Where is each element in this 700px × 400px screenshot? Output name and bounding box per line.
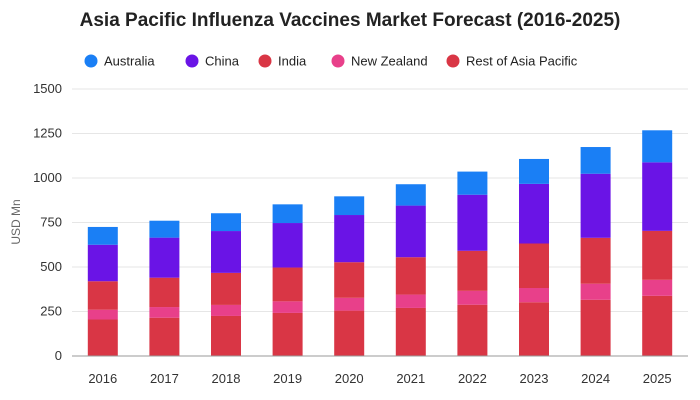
x-tick-label: 2024 xyxy=(581,371,610,386)
y-tick-label: 0 xyxy=(55,348,62,363)
y-tick-label: 1000 xyxy=(33,170,62,185)
bar-china-2023[interactable] xyxy=(519,183,549,244)
bar-australia-2021[interactable] xyxy=(395,184,426,206)
bar-rest-of-asia-pacific-2025[interactable] xyxy=(642,295,673,356)
bar-china-2021[interactable] xyxy=(395,205,426,258)
legend-item-australia[interactable]: Australia xyxy=(84,54,156,69)
x-tick-label: 2018 xyxy=(212,371,241,386)
bar-new-zealand-2021[interactable] xyxy=(395,294,426,308)
bar-rest-of-asia-pacific-2023[interactable] xyxy=(519,302,549,356)
bar-australia-2022[interactable] xyxy=(457,171,488,195)
bar-india-2023[interactable] xyxy=(519,243,549,289)
bar-india-2016[interactable] xyxy=(87,281,118,310)
bar-china-2016[interactable] xyxy=(87,244,118,282)
bar-rest-of-asia-pacific-2019[interactable] xyxy=(272,312,303,356)
bars xyxy=(87,130,673,356)
bar-rest-of-asia-pacific-2020[interactable] xyxy=(334,310,365,356)
x-tick-label: 2025 xyxy=(643,371,672,386)
bar-australia-2024[interactable] xyxy=(580,147,611,174)
bar-india-2017[interactable] xyxy=(149,277,180,308)
y-tick-label: 1250 xyxy=(33,126,62,141)
bar-india-2022[interactable] xyxy=(457,250,488,291)
legend-label: Rest of Asia Pacific xyxy=(466,54,578,69)
legend-swatch xyxy=(185,54,199,68)
bar-rest-of-asia-pacific-2018[interactable] xyxy=(211,315,241,356)
bar-australia-2020[interactable] xyxy=(334,196,365,216)
bar-new-zealand-2017[interactable] xyxy=(149,307,180,318)
bar-india-2021[interactable] xyxy=(395,257,426,295)
legend-label: India xyxy=(278,54,307,69)
bar-new-zealand-2016[interactable] xyxy=(87,309,118,320)
x-axis-ticks: 2016 2017 2018 2019 2020 2021 2022 2023 2024 2025 xyxy=(88,371,671,386)
x-tick-label: 2016 xyxy=(88,371,117,386)
bar-rest-of-asia-pacific-2022[interactable] xyxy=(457,304,488,356)
legend-label: China xyxy=(205,54,240,69)
y-tick-label: 500 xyxy=(40,259,62,274)
bar-new-zealand-2020[interactable] xyxy=(334,297,365,311)
y-axis-label: USD Mn xyxy=(9,199,23,244)
legend-item-china[interactable]: China xyxy=(185,54,240,69)
y-tick-label: 250 xyxy=(40,304,62,319)
legend-label: Australia xyxy=(104,54,155,69)
bar-new-zealand-2025[interactable] xyxy=(642,279,673,296)
bar-new-zealand-2018[interactable] xyxy=(211,304,241,316)
bar-new-zealand-2023[interactable] xyxy=(519,288,549,303)
bar-china-2017[interactable] xyxy=(149,237,180,278)
bar-china-2022[interactable] xyxy=(457,194,488,251)
bar-china-2024[interactable] xyxy=(580,173,611,238)
bar-new-zealand-2022[interactable] xyxy=(457,290,488,305)
legend-item-rest-of-asia-pacific[interactable]: Rest of Asia Pacific xyxy=(446,54,578,69)
legend: Australia China India New Zealand Rest of As… xyxy=(84,54,578,69)
bar-new-zealand-2024[interactable] xyxy=(580,283,611,300)
x-tick-label: 2021 xyxy=(396,371,425,386)
y-axis-ticks: 0 250 500 750 1000 1250 1500 xyxy=(33,81,62,363)
bar-china-2020[interactable] xyxy=(334,215,365,263)
bar-new-zealand-2019[interactable] xyxy=(272,301,303,313)
bar-rest-of-asia-pacific-2024[interactable] xyxy=(580,299,611,356)
legend-swatch xyxy=(258,54,272,68)
bar-australia-2016[interactable] xyxy=(87,226,118,245)
x-tick-label: 2023 xyxy=(520,371,549,386)
legend-item-india[interactable]: India xyxy=(258,54,307,69)
bar-china-2019[interactable] xyxy=(272,223,303,268)
bar-australia-2019[interactable] xyxy=(272,204,303,224)
legend-label: New Zealand xyxy=(351,54,428,69)
legend-swatch xyxy=(331,54,345,68)
bar-india-2020[interactable] xyxy=(334,262,365,298)
bar-australia-2025[interactable] xyxy=(642,130,673,163)
bar-rest-of-asia-pacific-2021[interactable] xyxy=(395,307,426,356)
bar-australia-2017[interactable] xyxy=(149,220,180,238)
bar-australia-2018[interactable] xyxy=(211,213,241,232)
x-tick-label: 2020 xyxy=(335,371,364,386)
chart-title: Asia Pacific Influenza Vaccines Market F… xyxy=(80,10,621,31)
bar-china-2018[interactable] xyxy=(211,231,241,273)
bar-australia-2023[interactable] xyxy=(519,158,549,184)
bar-rest-of-asia-pacific-2017[interactable] xyxy=(149,317,180,356)
bar-india-2025[interactable] xyxy=(642,230,673,280)
bar-rest-of-asia-pacific-2016[interactable] xyxy=(87,319,118,356)
x-tick-label: 2017 xyxy=(150,371,179,386)
bar-india-2024[interactable] xyxy=(580,237,611,284)
x-tick-label: 2019 xyxy=(273,371,302,386)
bar-india-2019[interactable] xyxy=(272,267,303,302)
legend-swatch xyxy=(84,54,98,68)
y-tick-label: 1500 xyxy=(33,81,62,96)
bar-india-2018[interactable] xyxy=(211,272,241,305)
legend-swatch xyxy=(446,54,460,68)
bar-china-2025[interactable] xyxy=(642,162,673,231)
y-tick-label: 750 xyxy=(40,215,62,230)
legend-item-new-zealand[interactable]: New Zealand xyxy=(331,54,428,69)
x-tick-label: 2022 xyxy=(458,371,487,386)
